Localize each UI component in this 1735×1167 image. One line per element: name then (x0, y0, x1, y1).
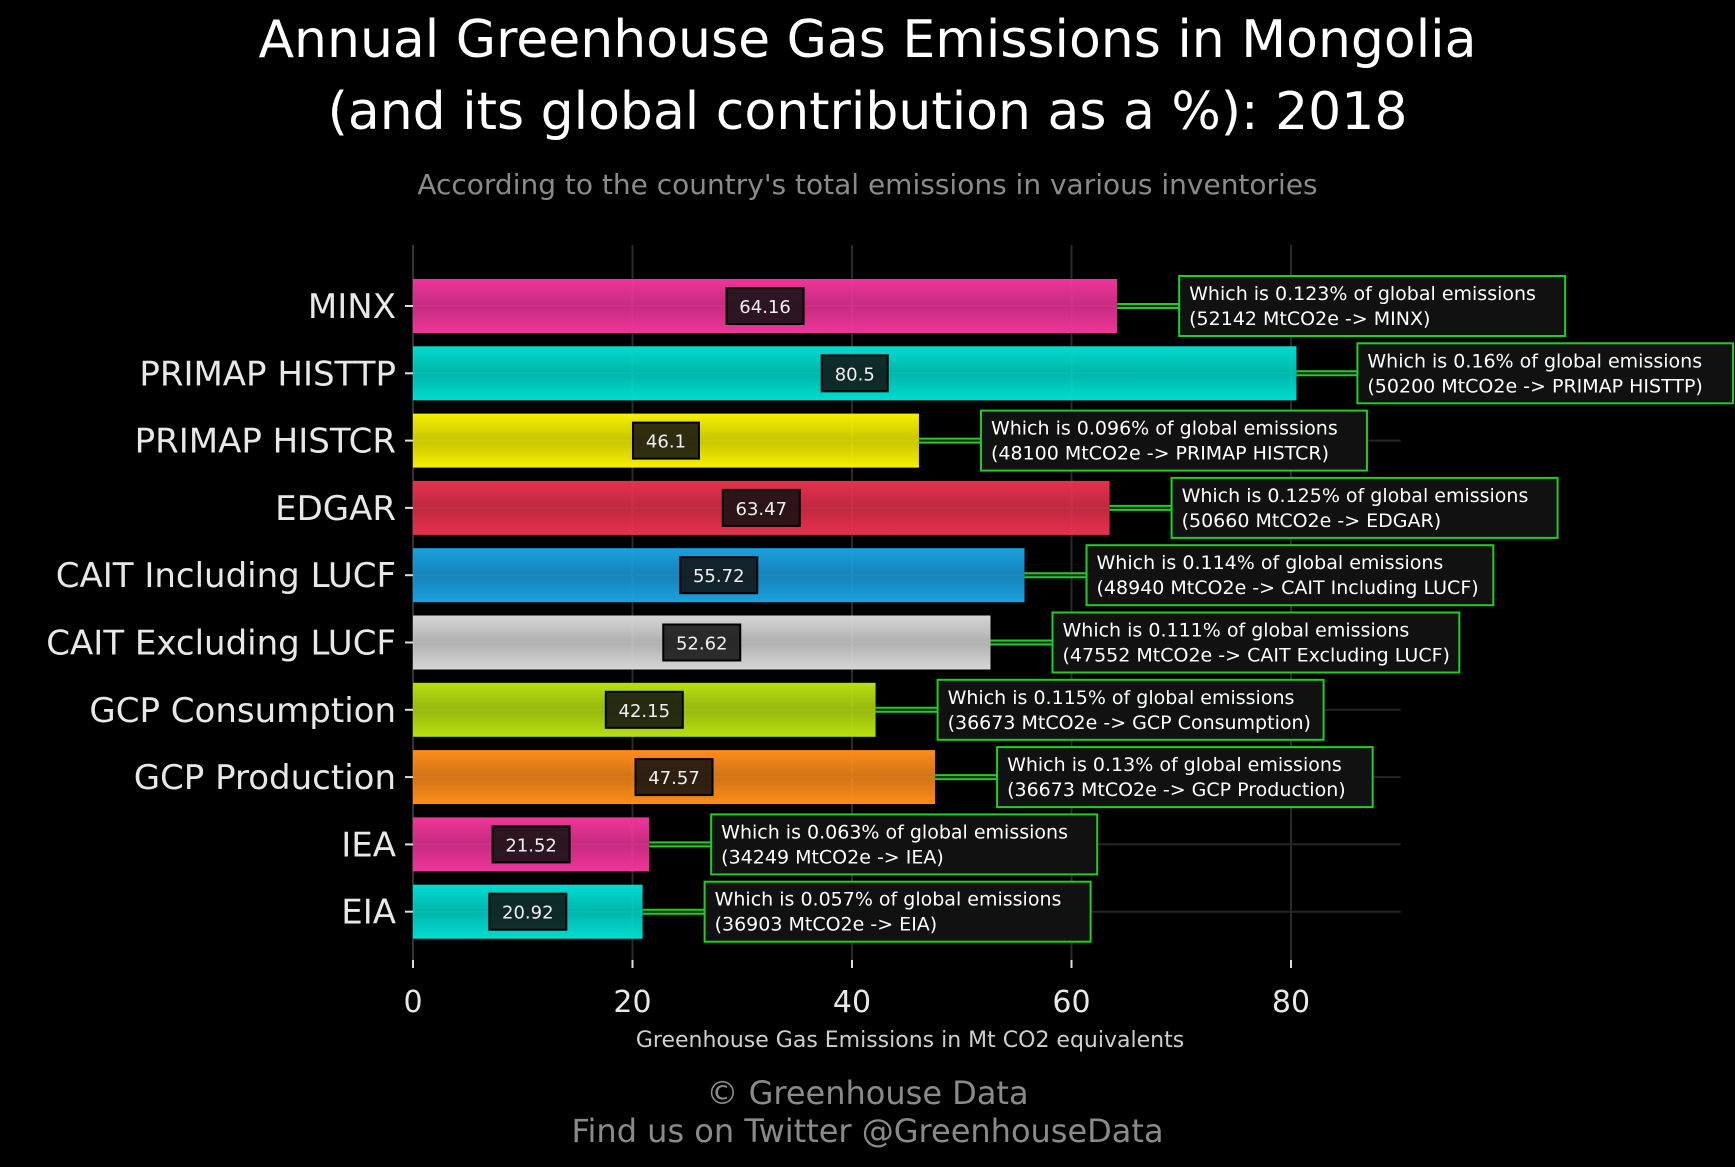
category-label: CAIT Including LUCF (56, 556, 396, 596)
value-label: 52.62 (676, 634, 728, 655)
value-label-box (820, 354, 889, 393)
value-label-box (721, 488, 801, 527)
value-label-box (488, 892, 568, 931)
annotation-line2: (47552 MtCO2e -> CAIT Excluding LUCF) (1063, 645, 1450, 667)
category-label: GCP Consumption (89, 691, 396, 731)
category-label: GCP Production (134, 758, 396, 798)
category-label: CAIT Excluding LUCF (46, 624, 396, 664)
chart-title: Annual Greenhouse Gas Emissions in Mongo… (0, 4, 1735, 148)
value-label-box (604, 690, 684, 729)
annotation-line1: Which is 0.125% of global emissions (1182, 485, 1529, 507)
annotation-box (1178, 275, 1567, 337)
annotation-line2: (52142 MtCO2e -> MINX) (1189, 308, 1430, 330)
value-label-box (662, 623, 742, 662)
value-label-box (679, 556, 759, 595)
value-label-box (631, 421, 700, 460)
value-label: 80.5 (835, 364, 875, 385)
annotation-line1: Which is 0.123% of global emissions (1189, 283, 1536, 305)
annotation-box (703, 880, 1092, 943)
chart-title-line2: (and its global contribution as a %): 20… (327, 82, 1408, 142)
category-label: PRIMAP HISTCR (135, 422, 396, 462)
x-axis-label: Greenhouse Gas Emissions in Mt CO2 equiv… (636, 1028, 1184, 1053)
annotation-box (936, 678, 1325, 741)
x-tick-label: 0 (403, 985, 422, 1020)
x-tick-label: 60 (1052, 985, 1090, 1020)
value-label: 20.92 (502, 903, 554, 924)
category-label: EIA (341, 893, 396, 933)
annotation-line2: (36673 MtCO2e -> GCP Consumption) (948, 712, 1311, 734)
category-label: PRIMAP HISTTP (139, 354, 396, 394)
annotation-line1: Which is 0.114% of global emissions (1097, 552, 1444, 574)
x-tick-label: 20 (613, 985, 651, 1020)
annotation-line2: (50660 MtCO2e -> EDGAR) (1182, 510, 1442, 532)
footer-copyright: © Greenhouse Data (706, 1074, 1029, 1112)
category-label: MINX (308, 287, 396, 327)
x-tick-label: 40 (833, 985, 871, 1020)
annotation-box (1356, 342, 1735, 405)
annotation-box (710, 813, 1099, 876)
annotation-line2: (36673 MtCO2e -> GCP Production) (1007, 779, 1346, 801)
category-label: EDGAR (275, 489, 396, 529)
annotation-line1: Which is 0.096% of global emissions (991, 418, 1338, 440)
annotation-box (1051, 611, 1461, 674)
annotation-line1: Which is 0.13% of global emissions (1007, 754, 1342, 776)
value-label: 21.52 (505, 835, 557, 856)
annotation-line1: Which is 0.057% of global emissions (715, 889, 1062, 911)
annotation-line1: Which is 0.115% of global emissions (948, 687, 1295, 709)
annotation-line2: (48940 MtCO2e -> CAIT Including LUCF) (1097, 577, 1479, 599)
chart-title-line1: Annual Greenhouse Gas Emissions in Mongo… (258, 10, 1477, 70)
value-label: 46.1 (646, 432, 686, 453)
annotation-line2: (50200 MtCO2e -> PRIMAP HISTTP) (1367, 375, 1702, 397)
annotation-box (996, 746, 1374, 809)
annotation-line1: Which is 0.063% of global emissions (721, 821, 1068, 843)
x-tick-label: 80 (1272, 985, 1310, 1020)
annotation-box (1085, 544, 1495, 607)
value-label: 63.47 (736, 499, 788, 520)
annotation-line2: (36903 MtCO2e -> EIA) (715, 914, 938, 936)
annotation-line1: Which is 0.111% of global emissions (1063, 620, 1410, 642)
value-label: 47.57 (648, 768, 700, 789)
value-label: 55.72 (693, 566, 745, 587)
annotation-line2: (34249 MtCO2e -> IEA) (721, 846, 944, 868)
annotation-box (1170, 476, 1559, 539)
value-label: 64.16 (739, 297, 791, 318)
annotation-box (979, 409, 1368, 472)
footer-twitter: Find us on Twitter @GreenhouseData (571, 1112, 1164, 1150)
value-label: 42.15 (619, 701, 671, 722)
value-label-box (725, 287, 805, 325)
value-label-box (491, 825, 571, 864)
annotation-line2: (48100 MtCO2e -> PRIMAP HISTCR) (991, 443, 1329, 465)
chart-subtitle: According to the country's total emissio… (417, 168, 1318, 201)
category-label: IEA (341, 825, 396, 865)
annotation-line1: Which is 0.16% of global emissions (1367, 350, 1702, 372)
value-label-box (634, 758, 714, 797)
